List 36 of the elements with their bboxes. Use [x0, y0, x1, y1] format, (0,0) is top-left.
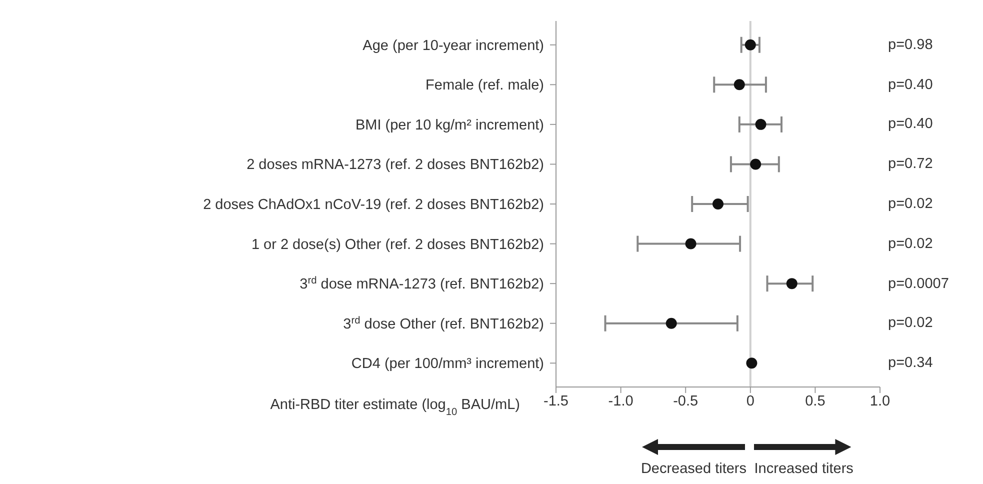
text: p=0.40: [888, 115, 933, 134]
y-tick-label: 3$^{rd}$ dose mRNA-1273 (ref. BNT162b2): [300, 275, 544, 293]
x-tick-label: 0.5: [805, 393, 826, 410]
text: p=0.02: [888, 234, 933, 253]
text: p=0.02: [888, 314, 933, 332]
x-tick-label: -1.0: [608, 393, 634, 410]
text: Decreased titers: [640, 461, 747, 477]
text: p=0.72: [888, 155, 933, 174]
point: [755, 118, 766, 130]
point: [786, 278, 798, 290]
text: p=0.34: [888, 354, 933, 372]
y-tick-label: 3$^{rd}$ dose Other (ref. BNT162b2): [343, 314, 544, 332]
y-tick-label: Age (per 10-year increment): [362, 38, 544, 54]
text: p=0.40: [888, 76, 933, 94]
x-tick-label: -1.5: [544, 393, 568, 410]
y-tick-label: BMI (per 10 kg/m² increment): [355, 117, 544, 134]
x-tick-label: 1.0: [870, 393, 890, 410]
y-tick-label: 2 doses ChAdOx1 nCoV-19 (ref. 2 doses BNT162b2): [203, 197, 544, 213]
point: [750, 158, 762, 170]
y-tick-label: 2 doses mRNA-1273 (ref. 2 doses BNT162b2): [246, 157, 544, 174]
point: [746, 358, 758, 369]
point: [666, 318, 677, 329]
y-tick-label: Female (ref. male): [426, 78, 544, 94]
point: [685, 238, 696, 250]
text: p=0.0007: [888, 274, 949, 293]
y-tick-label: CD4 (per 100/mm³ increment): [351, 356, 544, 372]
text: p=0.02: [888, 195, 933, 213]
x-tick-label: 0: [746, 393, 754, 410]
point: [744, 39, 756, 50]
text: p=0.98: [888, 36, 933, 54]
text: Increased titers: [754, 461, 854, 477]
point: [734, 79, 745, 90]
x-tick-label: -0.5: [673, 393, 698, 410]
x-axis-title: Anti-RBD titer estimate (log$_{10}$ BAU/mL): [270, 397, 520, 418]
y-tick-label: 1 or 2 dose(s) Other (ref. 2 doses BNT162b2): [251, 236, 544, 253]
point: [712, 198, 724, 210]
